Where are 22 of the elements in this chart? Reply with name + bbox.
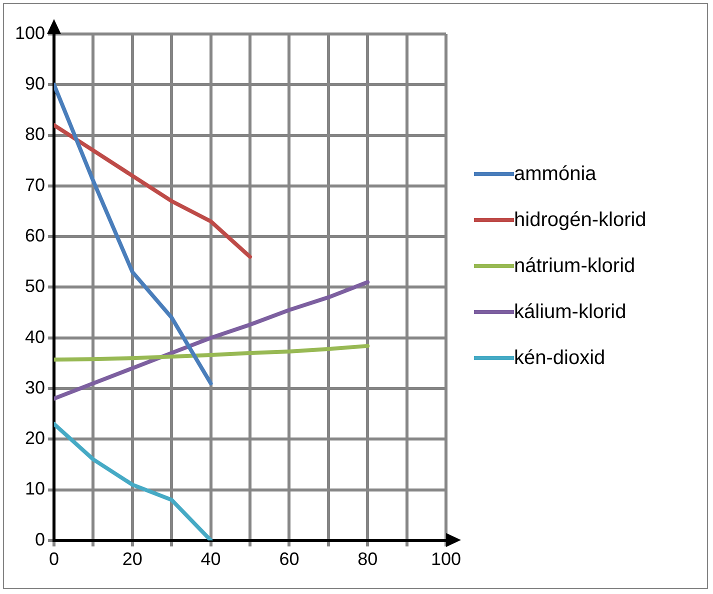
y-tick-label: 60 [25,226,46,246]
y-tick-label: 0 [35,529,46,550]
y-tick-label: 100 [14,22,46,43]
x-tick-label: 60 [279,549,300,570]
x-tick-label: 0 [49,549,60,570]
legend-label: kálium-klorid [514,300,628,325]
legend-label: ammónia [514,162,598,187]
legend-label: nátrium-klorid [514,254,636,279]
y-tick-label: 70 [25,174,46,195]
legend-label: kén-dioxid [514,346,606,371]
y-tick-label: 50 [25,276,46,296]
x-tick-label: 20 [122,549,142,570]
y-tick-label: 80 [25,124,46,144]
x-tick-label: 100 [430,549,462,570]
y-tick-label: 30 [25,377,46,398]
y-tick-label: 20 [25,428,46,448]
x-tick-label: 40 [200,549,221,570]
y-tick-label: 90 [25,74,46,94]
legend-label: hidrogén-klorid [514,208,648,233]
y-tick-label: 10 [25,478,46,499]
y-tick-label: 40 [25,326,46,347]
x-tick-label: 80 [358,549,378,570]
